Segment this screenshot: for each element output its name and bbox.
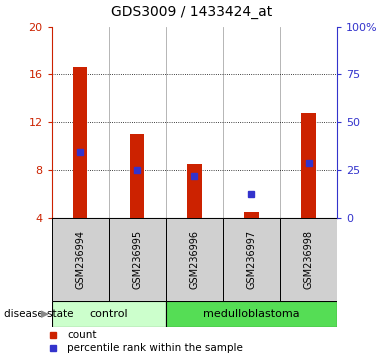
Bar bbox=[301, 113, 316, 218]
Bar bbox=[52, 218, 109, 301]
Bar bbox=[280, 218, 337, 301]
Bar bbox=[73, 67, 87, 218]
Text: disease state: disease state bbox=[4, 309, 73, 319]
Text: GSM236994: GSM236994 bbox=[75, 230, 85, 289]
Text: count: count bbox=[67, 330, 97, 340]
Bar bbox=[244, 212, 259, 218]
Text: GSM236997: GSM236997 bbox=[246, 230, 257, 289]
Text: GSM236995: GSM236995 bbox=[132, 230, 142, 289]
Text: GSM236998: GSM236998 bbox=[303, 230, 314, 289]
Text: GDS3009 / 1433424_at: GDS3009 / 1433424_at bbox=[111, 5, 272, 19]
Bar bbox=[109, 218, 166, 301]
Text: medulloblastoma: medulloblastoma bbox=[203, 309, 300, 319]
Bar bbox=[187, 164, 201, 218]
Text: percentile rank within the sample: percentile rank within the sample bbox=[67, 343, 243, 353]
Bar bbox=[52, 301, 166, 327]
Text: GSM236996: GSM236996 bbox=[189, 230, 200, 289]
Text: control: control bbox=[90, 309, 128, 319]
Bar bbox=[166, 301, 337, 327]
Bar bbox=[130, 134, 144, 218]
Bar bbox=[223, 218, 280, 301]
Bar bbox=[166, 218, 223, 301]
